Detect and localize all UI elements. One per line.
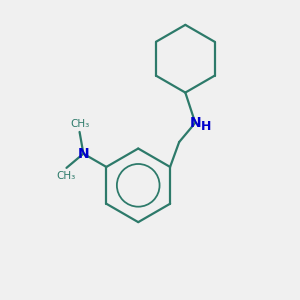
Text: CH₃: CH₃ [70,119,89,129]
Text: N: N [189,116,201,130]
Text: CH₃: CH₃ [57,171,76,181]
Text: H: H [201,120,212,133]
Text: N: N [78,147,89,161]
